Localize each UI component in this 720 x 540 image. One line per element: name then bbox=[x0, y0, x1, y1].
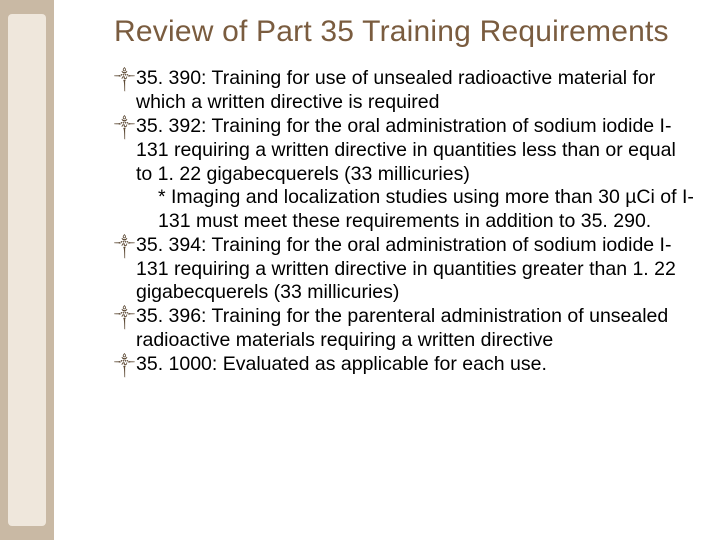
list-item: ༒ 35. 394: Training for the oral adminis… bbox=[114, 234, 694, 305]
content-area: Review of Part 35 Training Requirements … bbox=[114, 14, 694, 377]
bullet-icon: ༒ bbox=[114, 70, 135, 90]
list-item-text: 35. 1000: Evaluated as applicable for ea… bbox=[136, 353, 547, 375]
slide-title: Review of Part 35 Training Requirements bbox=[114, 14, 694, 49]
slide: Review of Part 35 Training Requirements … bbox=[0, 0, 720, 540]
list-item: ༒ 35. 1000: Evaluated as applicable for … bbox=[114, 353, 694, 377]
bullet-icon: ༒ bbox=[114, 118, 135, 138]
list-item-text: 35. 392: Training for the oral administr… bbox=[136, 115, 676, 185]
bullet-list: ༒ 35. 390: Training for use of unsealed … bbox=[114, 67, 694, 376]
left-stripe-inner bbox=[8, 14, 46, 526]
bullet-icon: ༒ bbox=[114, 237, 135, 257]
list-item: ༒ 35. 396: Training for the parenteral a… bbox=[114, 305, 694, 353]
left-stripe bbox=[0, 0, 54, 540]
list-item: ༒ 35. 390: Training for use of unsealed … bbox=[114, 67, 694, 115]
bullet-icon: ༒ bbox=[114, 356, 135, 376]
list-item: ༒ 35. 392: Training for the oral adminis… bbox=[114, 115, 694, 234]
list-item-subtext: * Imaging and localization studies using… bbox=[136, 186, 694, 234]
list-item-text: 35. 390: Training for use of unsealed ra… bbox=[136, 67, 655, 113]
bullet-icon: ༒ bbox=[114, 308, 135, 328]
list-item-text: 35. 394: Training for the oral administr… bbox=[136, 234, 676, 304]
list-item-text: 35. 396: Training for the parenteral adm… bbox=[136, 305, 668, 351]
